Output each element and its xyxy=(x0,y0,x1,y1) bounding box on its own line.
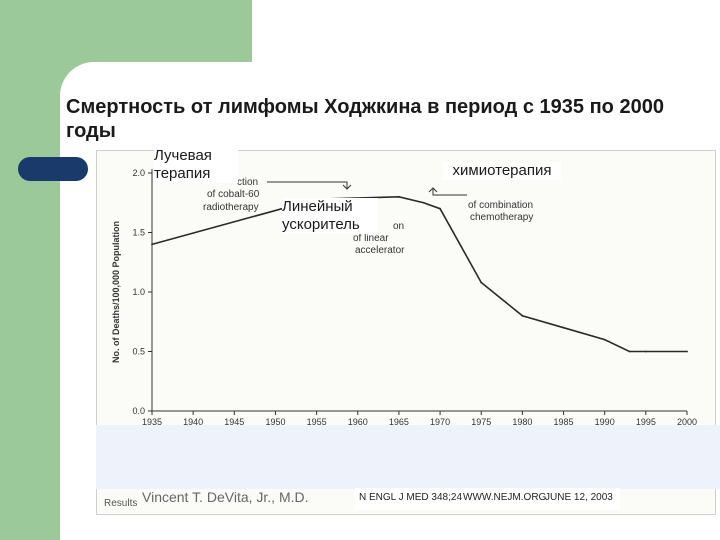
x-tick-label: 1945 xyxy=(224,417,244,427)
annotation-bracket-cobalt xyxy=(267,181,348,188)
x-tick-label: 1970 xyxy=(430,417,450,427)
x-tick-label: 1975 xyxy=(471,417,491,427)
footer-author: Vincent T. DeVita, Jr., M.D. xyxy=(142,489,309,505)
annotation-combination-line2: chemotherapy xyxy=(470,212,533,223)
caption-band xyxy=(96,425,720,489)
data-point xyxy=(686,350,688,353)
annotation-linear-partial: on xyxy=(393,221,404,232)
journal-date: JUNE 12, 2003 xyxy=(545,492,613,503)
annotation-linear-line2: accelerator xyxy=(355,245,405,256)
x-tick-label: 1965 xyxy=(389,417,409,427)
annotation-combination-line1: of combination xyxy=(468,200,533,211)
y-tick-label: 2.0 xyxy=(132,168,145,178)
data-point xyxy=(439,207,441,210)
data-point xyxy=(562,326,565,329)
label-accelerator-ru: Линейный ускоритель xyxy=(282,198,378,234)
data-point xyxy=(398,195,400,198)
x-tick-label: 1955 xyxy=(307,417,327,427)
data-point xyxy=(644,350,647,353)
label-chemotherapy-ru: химиотерапия xyxy=(443,162,561,180)
x-tick-label: 1985 xyxy=(554,417,574,427)
navy-pill-decoration xyxy=(18,157,88,181)
series-line-0 xyxy=(151,195,687,353)
chart-annotations: ction of cobalt-60 radiotherapy on of li… xyxy=(203,177,533,256)
mortality-chart: 0.0 0.5 1.0 1.5 2.0 1935 1940 1945 1950 1955 1960 1… xyxy=(111,168,697,427)
x-tick-label: 2000 xyxy=(677,417,697,427)
y-tick-label: 0.0 xyxy=(132,406,145,416)
annotation-linear-line1: of linear xyxy=(353,233,389,244)
data-point xyxy=(521,314,524,317)
y-tick-label: 1.0 xyxy=(132,287,145,297)
y-tick-label: 0.5 xyxy=(132,347,145,357)
journal-citation: N ENGL J MED 348;24 xyxy=(359,492,463,503)
x-tick-label: 1935 xyxy=(142,417,162,427)
annotation-cobalt-line1: of cobalt-60 xyxy=(207,189,260,200)
annotation-cobalt-partial: ction xyxy=(237,177,258,188)
x-tick-label: 1960 xyxy=(348,417,368,427)
chart-axes xyxy=(151,169,687,412)
x-tick-label: 1990 xyxy=(595,417,615,427)
data-point xyxy=(480,281,483,284)
background-green-stripe xyxy=(0,62,60,540)
annotation-arrow-cobalt xyxy=(342,184,352,190)
data-point xyxy=(628,350,631,353)
chart-ticks: 0.0 0.5 1.0 1.5 2.0 1935 1940 1945 1950 1955 1960 1… xyxy=(111,168,697,427)
y-axis-label: No. of Deaths/100,000 Population xyxy=(111,221,121,363)
y-tick-label: 1.5 xyxy=(132,228,145,238)
x-tick-label: 1950 xyxy=(265,417,285,427)
annotation-arrow-chemo xyxy=(428,187,438,193)
annotation-cobalt-line2: radiotherapy xyxy=(203,202,259,213)
slide-title: Смертность от лимфомы Ходжкина в период … xyxy=(66,96,664,142)
data-point xyxy=(603,338,606,341)
label-radiotherapy-ru: Лучевая терапия xyxy=(154,147,238,183)
chart-series xyxy=(151,195,688,353)
journal-site: WWW.NEJM.ORG xyxy=(463,492,547,503)
data-point xyxy=(151,243,153,246)
x-tick-label: 1995 xyxy=(636,417,656,427)
x-tick-label: 1940 xyxy=(183,417,203,427)
journal-strip: N ENGL J MED 348;24 WWW.NEJM.ORG JUNE 12… xyxy=(355,488,620,510)
annotation-bracket-chemo xyxy=(432,189,467,196)
x-tick-label: 1980 xyxy=(512,417,532,427)
data-point xyxy=(422,201,425,204)
footer-results: Results xyxy=(104,498,138,509)
